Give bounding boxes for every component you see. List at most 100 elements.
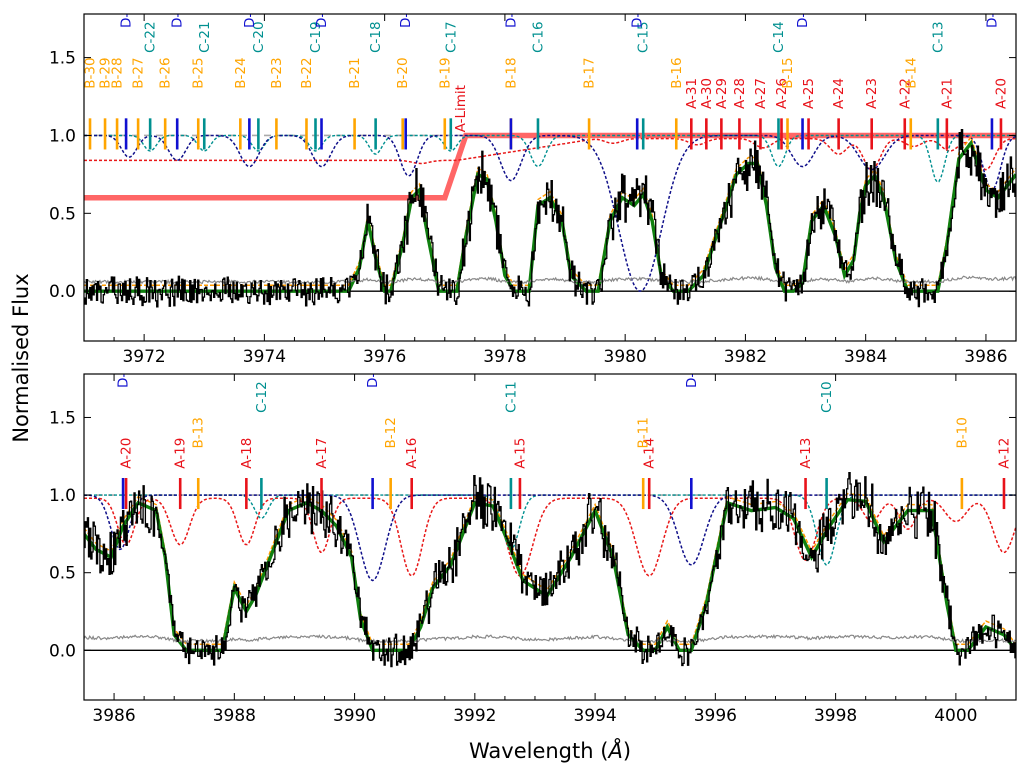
model-line-system-a bbox=[84, 497, 1016, 577]
component-label-b-28: B-28 bbox=[110, 57, 126, 88]
top-panel-frame bbox=[83, 13, 1017, 342]
x-axis-title-text: Wavelength ( bbox=[469, 739, 608, 763]
component-label-b-17: B-17 bbox=[582, 57, 598, 88]
component-label-b-22: B-22 bbox=[299, 57, 315, 88]
component-label-a-13: A-13 bbox=[798, 438, 814, 469]
lyman-limit-label: A-Limit bbox=[453, 85, 469, 132]
component-label-b-13: B-13 bbox=[191, 417, 207, 448]
component-label-c-20: C-20 bbox=[251, 21, 267, 52]
x-axis-title: Wavelength (Å) bbox=[469, 737, 631, 763]
component-label-a-27: A-27 bbox=[753, 78, 769, 109]
y-tick-label: 0.5 bbox=[49, 564, 76, 584]
x-tick-label: 3980 bbox=[604, 347, 647, 367]
top-panel-ticks: 3972 3974 3976 3978 3980 3982 3984 3986 0.0 0.5 1.… bbox=[49, 14, 1017, 367]
model-line-system-b bbox=[84, 492, 1016, 646]
bottom-panel-frame bbox=[83, 373, 1017, 701]
model-line-system-c bbox=[84, 134, 1016, 183]
component-label-a-19: A-19 bbox=[173, 438, 189, 469]
component-label-a-21: A-21 bbox=[939, 78, 955, 109]
component-label-a-20: A-20 bbox=[993, 78, 1009, 109]
x-tick-label: 3982 bbox=[724, 347, 767, 367]
x-tick-label: 3988 bbox=[213, 706, 256, 726]
x-tick-label: 3996 bbox=[694, 706, 737, 726]
component-label-d-17: D-17 bbox=[314, 0, 330, 28]
component-label-c-14: C-14 bbox=[771, 21, 787, 52]
component-label-a-20: A-20 bbox=[119, 438, 135, 469]
component-label-b-20: B-20 bbox=[395, 57, 411, 88]
component-label-a-26: A-26 bbox=[774, 78, 790, 109]
component-label-a-22: A-22 bbox=[897, 78, 913, 109]
component-label-b-12: B-12 bbox=[383, 417, 399, 448]
component-label-a-15: A-15 bbox=[512, 438, 528, 469]
x-tick-label: 3990 bbox=[333, 706, 376, 726]
component-label-d-20: D-20 bbox=[119, 0, 135, 28]
component-label-a-17: A-17 bbox=[314, 438, 330, 469]
model-line-system-b bbox=[84, 135, 1016, 286]
component-label-c-10: C-10 bbox=[819, 381, 835, 412]
x-tick-label: 3986 bbox=[964, 347, 1007, 367]
x-axis-title-unit: Å bbox=[606, 737, 622, 763]
error-spectrum bbox=[84, 633, 1016, 644]
y-axis-title: Normalised Flux bbox=[9, 273, 33, 442]
component-label-d-12: D-12 bbox=[116, 356, 132, 388]
observed-spectrum bbox=[84, 471, 1016, 668]
bottom-panel-plot: A-20 A-19 A-18 A-17 A-16 A-15 A-14 A-13 A-12 B-13… bbox=[84, 356, 1016, 668]
x-tick-label: 3994 bbox=[573, 706, 616, 726]
component-label-b-18: B-18 bbox=[503, 57, 519, 88]
component-label-a-14: A-14 bbox=[642, 438, 658, 469]
y-tick-label: 1.5 bbox=[49, 49, 76, 69]
bottom-panel-ticks: 3986 3988 3990 3992 3994 3996 3998 4000 0.0 0.5 1.… bbox=[49, 374, 1017, 726]
x-tick-label: 4000 bbox=[934, 706, 977, 726]
component-label-b-21: B-21 bbox=[347, 57, 363, 88]
component-label-d-11: D-11 bbox=[365, 356, 381, 388]
component-label-c-15: C-15 bbox=[636, 21, 652, 52]
component-label-a-29: A-29 bbox=[714, 78, 730, 109]
top-panel-plot: A-31 A-30 A-29 A-28 A-27 A-26 A-25 A-24 A-23 A-22… bbox=[83, 0, 1016, 308]
model-line-system-d bbox=[84, 134, 1016, 292]
component-label-c-16: C-16 bbox=[530, 21, 546, 52]
x-tick-label: 3978 bbox=[483, 347, 526, 367]
component-label-a-25: A-25 bbox=[801, 78, 817, 109]
component-label-d-16: D-16 bbox=[398, 0, 414, 28]
y-tick-label: 1.0 bbox=[49, 486, 76, 506]
bottom-panel: A-20 A-19 A-18 A-17 A-16 A-15 A-14 A-13 A-12 B-13… bbox=[49, 356, 1017, 726]
component-label-c-12: C-12 bbox=[254, 381, 270, 412]
x-tick-label: 3974 bbox=[243, 347, 286, 367]
component-label-a-16: A-16 bbox=[404, 438, 420, 469]
y-tick-label: 0.5 bbox=[49, 204, 76, 224]
component-label-a-24: A-24 bbox=[831, 78, 847, 109]
component-label-d-19: D-19 bbox=[170, 0, 186, 28]
component-label-b-23: B-23 bbox=[269, 57, 285, 88]
error-spectrum bbox=[84, 275, 1016, 285]
y-tick-label: 0.0 bbox=[49, 282, 76, 302]
component-label-b-30: B-30 bbox=[83, 57, 99, 88]
component-label-c-13: C-13 bbox=[930, 21, 946, 52]
model-line-system-d bbox=[84, 494, 1016, 582]
component-label-c-11: C-11 bbox=[503, 381, 519, 412]
component-label-b-27: B-27 bbox=[131, 57, 147, 88]
y-tick-label: 1.5 bbox=[49, 408, 76, 428]
component-label-b-14: B-14 bbox=[903, 57, 919, 88]
component-label-a-12: A-12 bbox=[996, 438, 1012, 469]
component-label-a-31: A-31 bbox=[684, 78, 700, 109]
component-label-a-30: A-30 bbox=[699, 78, 715, 109]
component-label-b-10: B-10 bbox=[954, 417, 970, 448]
component-label-b-19: B-19 bbox=[437, 57, 453, 88]
x-tick-label: 3984 bbox=[844, 347, 887, 367]
component-label-c-17: C-17 bbox=[443, 21, 459, 52]
component-label-a-23: A-23 bbox=[864, 78, 880, 109]
x-tick-label: 3998 bbox=[814, 706, 857, 726]
component-label-c-19: C-19 bbox=[308, 21, 324, 52]
component-label-a-18: A-18 bbox=[239, 438, 255, 469]
observed-spectrum bbox=[84, 128, 1016, 308]
top-panel: A-31 A-30 A-29 A-28 A-27 A-26 A-25 A-24 A-23 A-22… bbox=[49, 0, 1017, 367]
component-label-b-11: B-11 bbox=[636, 417, 652, 448]
component-label-c-22: C-22 bbox=[143, 21, 159, 52]
component-label-a-28: A-28 bbox=[732, 78, 748, 109]
component-label-c-21: C-21 bbox=[197, 21, 213, 52]
y-tick-label: 0.0 bbox=[49, 641, 76, 661]
component-label-b-24: B-24 bbox=[233, 57, 249, 88]
component-label-b-25: B-25 bbox=[191, 57, 207, 88]
component-label-d-13: D-13 bbox=[795, 0, 811, 28]
